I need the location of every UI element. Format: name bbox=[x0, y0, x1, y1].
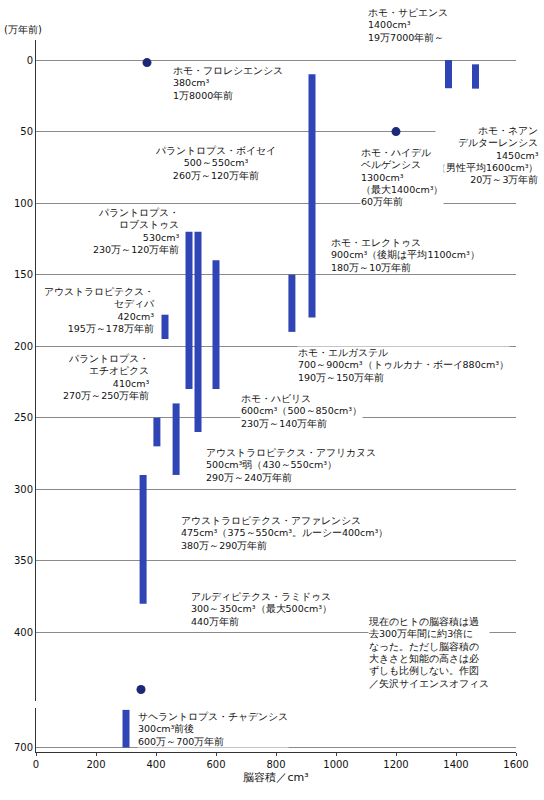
svg-text:800: 800 bbox=[266, 759, 285, 770]
svg-text:0: 0 bbox=[33, 759, 39, 770]
svg-text:100: 100 bbox=[14, 198, 33, 209]
svg-text:700: 700 bbox=[14, 742, 33, 753]
svg-text:サヘラントロプス・チャデンシス300cm³前後600万～70: サヘラントロプス・チャデンシス300cm³前後600万～700万年前 bbox=[138, 711, 288, 747]
svg-text:600: 600 bbox=[206, 759, 225, 770]
svg-text:アウストラロピテクス・セディバ420cm³195万～178万: アウストラロピテクス・セディバ420cm³195万～178万年前 bbox=[44, 286, 155, 334]
svg-text:250: 250 bbox=[14, 412, 33, 423]
svg-text:200: 200 bbox=[14, 341, 33, 352]
svg-text:1600: 1600 bbox=[503, 759, 528, 770]
svg-text:50: 50 bbox=[20, 126, 33, 137]
svg-text:300: 300 bbox=[14, 484, 33, 495]
svg-text:150: 150 bbox=[14, 269, 33, 280]
svg-text:0: 0 bbox=[27, 55, 33, 66]
svg-text:200: 200 bbox=[86, 759, 105, 770]
svg-text:(万年前): (万年前) bbox=[4, 24, 42, 35]
svg-text:ホモ・エレクトゥス900cm³（後期は平均1100cm³）1: ホモ・エレクトゥス900cm³（後期は平均1100cm³）180万～10万年前 bbox=[331, 237, 480, 273]
svg-text:400: 400 bbox=[14, 627, 33, 638]
svg-text:400: 400 bbox=[146, 759, 165, 770]
svg-text:ホモ・サピエンス1400cm³19万7000年前～: ホモ・サピエンス1400cm³19万7000年前～ bbox=[368, 7, 448, 43]
svg-text:ホモ・フロレシエンシス380cm³1万8000年前: ホモ・フロレシエンシス380cm³1万8000年前 bbox=[173, 65, 283, 101]
svg-text:現在のヒトの脳容積は過去300万年間に約3倍になった。ただし: 現在のヒトの脳容積は過去300万年間に約3倍になった。ただし脳容積の大きさと知能… bbox=[369, 616, 489, 689]
svg-text:脳容積／cm³: 脳容積／cm³ bbox=[243, 771, 308, 784]
svg-text:ホモ・ハビリス600cm³（500～850cm³）230万～: ホモ・ハビリス600cm³（500～850cm³）230万～140万年前 bbox=[241, 393, 362, 429]
svg-text:ホモ・ハイデルベルゲンシス1300cm³（最大1400cm³: ホモ・ハイデルベルゲンシス1300cm³（最大1400cm³）60万年前 bbox=[361, 147, 443, 207]
svg-text:ホモ・エルガステル700～900cm³（トゥルカナ・ボーイ8: ホモ・エルガステル700～900cm³（トゥルカナ・ボーイ880cm³）190万… bbox=[298, 347, 509, 383]
svg-text:アウストラロピテクス・アフリカヌス500cm³弱（430～5: アウストラロピテクス・アフリカヌス500cm³弱（430～550cm³）290万… bbox=[206, 447, 376, 483]
svg-text:パラントロプス・ロブストゥス530cm³230万～120万年: パラントロプス・ロブストゥス530cm³230万～120万年前 bbox=[93, 207, 179, 255]
svg-text:パラントロプス・エチオピクス410cm³270万～250万年: パラントロプス・エチオピクス410cm³270万～250万年前 bbox=[63, 353, 149, 401]
svg-text:1000: 1000 bbox=[323, 759, 348, 770]
svg-text:1200: 1200 bbox=[383, 759, 408, 770]
svg-text:ホモ・ネアンデルターレンシス1450cm³（男性平均1600: ホモ・ネアンデルターレンシス1450cm³（男性平均1600cm³）20万～3万… bbox=[436, 125, 539, 185]
svg-text:350: 350 bbox=[14, 555, 33, 566]
svg-text:アルディピテクス・ラミドゥス300～350cm³（最大500: アルディピテクス・ラミドゥス300～350cm³（最大500cm³）440万年前 bbox=[191, 591, 332, 627]
svg-text:パラントロプス・ボイセイ500～550cm³260万～120: パラントロプス・ボイセイ500～550cm³260万～120万年前 bbox=[155, 145, 276, 181]
svg-text:1400: 1400 bbox=[443, 759, 468, 770]
svg-text:アウストラロピテクス・アファレンシス475cm³（375～5: アウストラロピテクス・アファレンシス475cm³（375～550cm³。ルーシー… bbox=[181, 515, 388, 551]
